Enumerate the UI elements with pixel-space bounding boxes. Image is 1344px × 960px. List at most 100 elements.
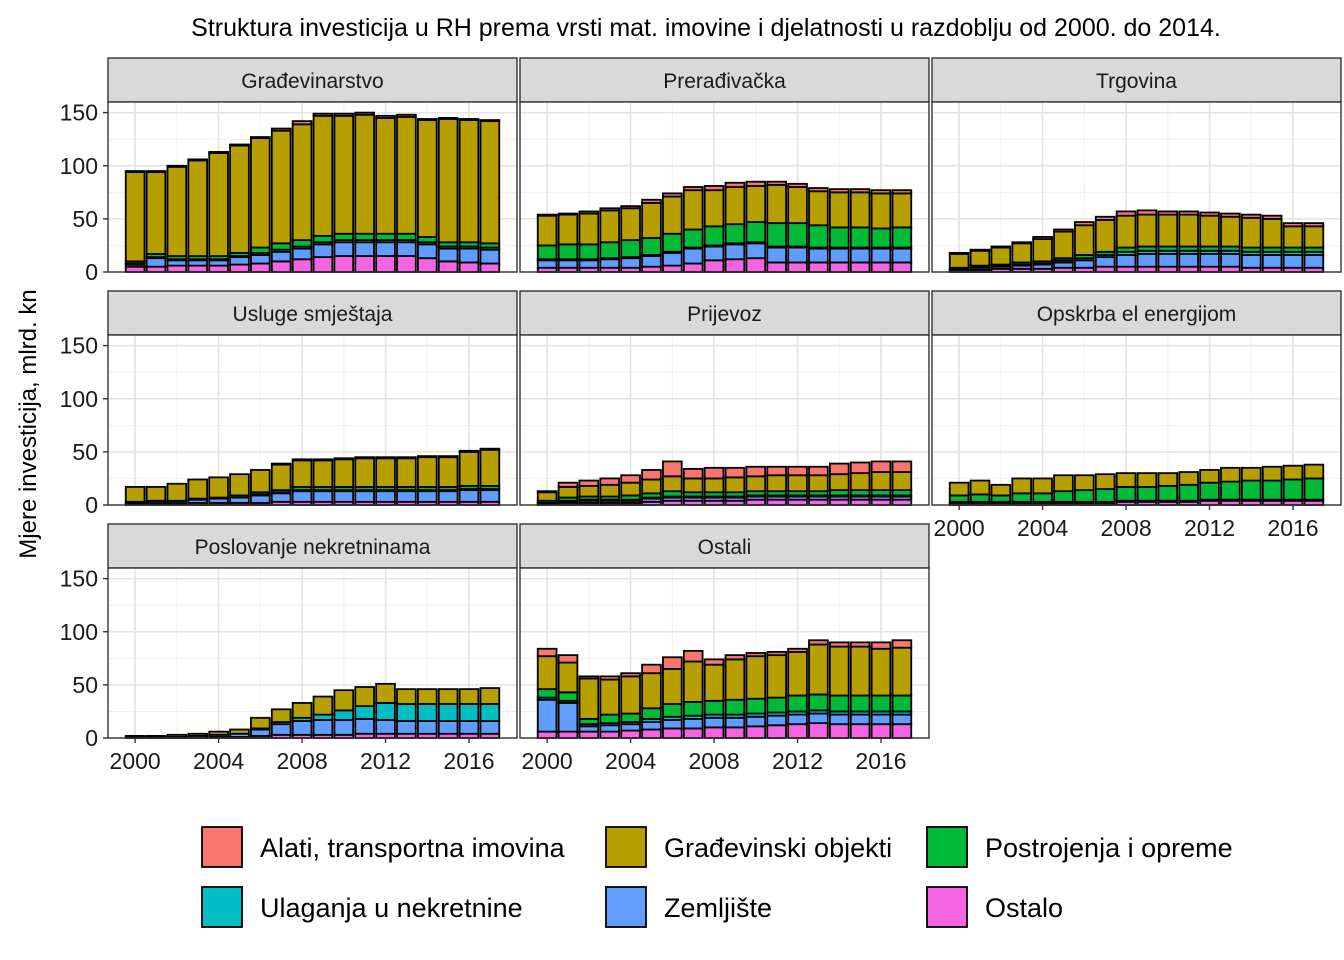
facet-strip <box>931 57 1342 103</box>
bar-segment <box>396 232 417 242</box>
bar-segment <box>396 115 417 235</box>
bar-segment <box>333 114 355 235</box>
bar-segment <box>948 251 970 255</box>
bar-segment <box>270 250 292 263</box>
bar-segment <box>1178 471 1199 486</box>
bar-segment <box>620 207 641 242</box>
bar-segment <box>166 264 188 273</box>
bar-segment <box>1261 214 1283 220</box>
bar-segment <box>375 719 396 735</box>
x-tick-label: 2004 <box>1017 515 1068 541</box>
bar-segment <box>662 475 683 493</box>
bar-segment <box>270 708 292 723</box>
chart-title: Struktura investicija u RH prema vrsti m… <box>191 14 1221 42</box>
bar-segment <box>1240 213 1262 219</box>
bar-segment <box>990 246 1012 266</box>
bar-segment <box>620 675 641 715</box>
bar-segment <box>557 691 579 702</box>
bar-segment <box>1074 224 1095 256</box>
bar-segment <box>620 205 641 210</box>
bar-segment <box>145 257 167 268</box>
facet-strip <box>107 523 518 569</box>
bar-segment <box>990 494 1012 503</box>
x-tick-label: 2004 <box>193 748 244 774</box>
bar-segment <box>208 264 229 273</box>
bar-segment <box>416 257 438 273</box>
bar-segment <box>703 658 725 666</box>
facet-panel: Prerađivačka <box>519 57 930 273</box>
facet-strip <box>519 57 930 103</box>
bar-segment <box>187 159 209 257</box>
bar-segment <box>1199 469 1220 484</box>
bar-segment <box>208 730 229 736</box>
bar-segment <box>354 457 375 488</box>
bar-segment <box>891 471 913 492</box>
bar-segment <box>662 719 683 730</box>
bar-segment <box>808 247 829 264</box>
bar-segment <box>662 656 683 670</box>
bar-segment <box>250 262 271 273</box>
bar-segment <box>145 486 167 502</box>
bar-segment <box>641 255 662 268</box>
y-tick-label: 0 <box>85 492 98 518</box>
bar-segment <box>703 716 725 729</box>
bar-segment <box>536 647 558 658</box>
bar-segment <box>578 210 600 215</box>
bar-segment <box>1220 253 1241 268</box>
bar-segment <box>375 117 396 235</box>
bar-segment <box>787 651 808 697</box>
bar-segment <box>145 170 167 174</box>
bar-segment <box>766 246 787 264</box>
bar-segment <box>578 479 600 487</box>
bar-segment <box>620 257 641 269</box>
bar-segment <box>416 455 438 459</box>
bar-segment <box>828 191 850 229</box>
bar-segment <box>396 457 417 488</box>
bar-segment <box>1115 472 1137 488</box>
bar-segment <box>620 474 641 484</box>
bar-segment <box>808 639 829 646</box>
bar-segment <box>270 462 292 466</box>
bar-segment <box>745 715 767 728</box>
bar-segment <box>437 688 459 705</box>
bar-segment <box>536 259 558 269</box>
bar-segment <box>891 460 913 473</box>
bar-segment <box>333 689 355 712</box>
x-tick-label: 2016 <box>855 748 906 774</box>
bar-segment <box>124 734 146 738</box>
bar-segment <box>312 458 334 462</box>
bar-segment <box>969 493 991 503</box>
bar-segment <box>375 490 396 503</box>
bar-segment <box>536 655 558 691</box>
bar-segment <box>375 456 396 460</box>
bar-segment <box>270 723 292 736</box>
legend-item: Ostalo <box>926 886 1063 928</box>
bar-segment <box>1011 241 1033 245</box>
bar-segment <box>641 728 662 739</box>
bar-segment <box>766 696 787 714</box>
bar-segment <box>891 247 913 264</box>
bar-segment <box>333 255 355 273</box>
bar-segment <box>703 477 725 494</box>
legend-item: Zemljište <box>605 886 772 928</box>
bar-segment <box>599 678 621 716</box>
facet-strip <box>931 290 1342 336</box>
legend-item: Ulaganja u nekretnine <box>201 886 523 928</box>
bar-segment <box>849 188 871 194</box>
bar-segment <box>354 255 375 273</box>
bar-segment <box>458 489 480 503</box>
bar-segment <box>641 721 662 731</box>
bar-segment <box>1053 474 1074 493</box>
bar-segment <box>724 654 746 661</box>
bar-segment <box>557 213 579 246</box>
bar-segment <box>416 456 438 488</box>
bar-segment <box>662 668 683 705</box>
facet-strip-label: Prijevoz <box>687 303 762 326</box>
bar-segment <box>578 259 600 269</box>
bar-segment <box>849 226 871 249</box>
bar-segment <box>124 170 146 174</box>
bar-segment <box>479 687 501 705</box>
bar-segment <box>1220 480 1241 501</box>
bar-segment <box>270 127 292 132</box>
bar-segment <box>1261 465 1283 482</box>
